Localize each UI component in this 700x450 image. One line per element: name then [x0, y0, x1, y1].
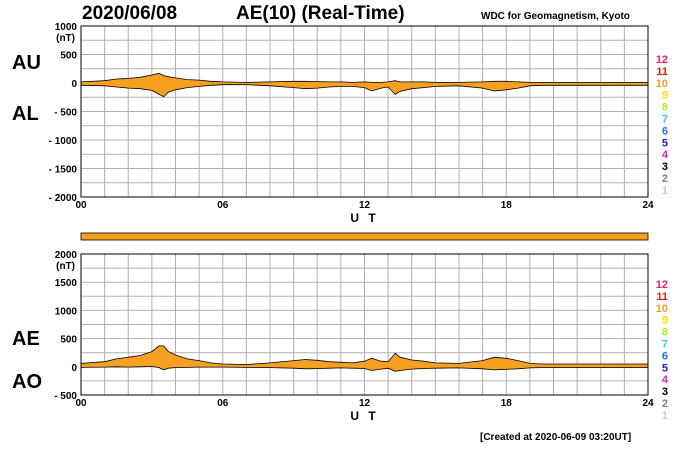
legend-entry-4: 4 [662, 374, 669, 386]
x-tick-label: 18 [501, 398, 513, 409]
x-tick-label: 06 [217, 398, 229, 409]
legend-entry-10: 10 [656, 78, 668, 90]
y-tick-label: 1000 [55, 306, 78, 317]
legend-entry-10: 10 [656, 303, 668, 315]
legend-entry-2: 2 [662, 173, 668, 185]
legend-entry-7: 7 [662, 339, 668, 351]
y-tick-label: - 2000 [49, 193, 78, 204]
x-tick-label: 24 [642, 398, 654, 409]
x-axis-label: U T [350, 211, 378, 225]
legend-entry-9: 9 [662, 90, 668, 102]
legend-entry-4: 4 [662, 149, 669, 161]
y-tick-label: - 1500 [49, 165, 78, 176]
x-tick-label: 00 [75, 398, 87, 409]
chart-title: AE(10) (Real-Time) [236, 3, 405, 24]
legend-entry-9: 9 [662, 315, 668, 327]
legend-entry-12: 12 [656, 54, 668, 66]
y-tick-label: 500 [60, 51, 77, 62]
series-line-al [80, 84, 648, 98]
x-tick-label: 18 [501, 200, 513, 211]
legend-entry-12: 12 [656, 279, 668, 291]
y-tick-label: 0 [71, 363, 77, 374]
data-source: WDC for Geomagnetism, Kyoto [481, 11, 630, 22]
y-tick-label: - 1000 [49, 136, 78, 147]
legend-entry-7: 7 [662, 114, 668, 126]
series-label-ao: AO [12, 371, 42, 393]
upper-panel: 1000 500 0 - 500 - 1000 - 1500 - 2000 (nT) 00 06 1… [49, 22, 669, 225]
legend-entry-3: 3 [662, 161, 668, 173]
y-unit-label: (nT) [56, 261, 75, 272]
created-timestamp: [Created at 2020-06-09 03:20UT] [480, 432, 632, 443]
legend-entry-1: 1 [662, 410, 668, 422]
series-line-ae [80, 345, 648, 365]
lower-area-fill [81, 345, 648, 372]
series-label-au: AU [12, 52, 41, 74]
lower-frame [80, 253, 649, 396]
series-line-ao [80, 366, 648, 372]
series-label-al: AL [12, 103, 39, 125]
legend-entry-5: 5 [662, 362, 668, 374]
x-tick-label: 06 [217, 200, 229, 211]
legend-entry-6: 6 [662, 350, 668, 362]
x-tick-label: 00 [75, 200, 87, 211]
legend-entry-11: 11 [656, 66, 668, 78]
x-tick-label: 12 [359, 200, 371, 211]
y-tick-label: 0 [71, 79, 77, 90]
chart-date: 2020/06/08 [82, 3, 178, 24]
legend-entry-8: 8 [662, 327, 668, 339]
series-line-au [80, 72, 648, 83]
upper-frame [80, 25, 649, 198]
station-count-bar [80, 232, 649, 241]
series-label-ae: AE [12, 328, 40, 350]
legend-entry-2: 2 [662, 398, 668, 410]
x-tick-label: 24 [642, 200, 654, 211]
y-tick-label: 2000 [55, 250, 78, 261]
legend-entry-3: 3 [662, 386, 668, 398]
y-tick-label: - 500 [54, 108, 77, 119]
y-tick-label: 1000 [55, 22, 78, 33]
y-tick-label: 1500 [55, 278, 78, 289]
upper-area-fill [81, 73, 648, 97]
y-tick-label: - 500 [54, 391, 77, 402]
legend-entry-11: 11 [656, 291, 668, 303]
y-unit-label: (nT) [56, 33, 75, 44]
legend-entry-5: 5 [662, 137, 668, 149]
legend-entry-1: 1 [662, 185, 668, 197]
x-axis-label: U T [350, 409, 378, 423]
legend-entry-6: 6 [662, 125, 668, 137]
x-tick-label: 12 [359, 398, 371, 409]
y-tick-label: 500 [60, 335, 77, 346]
legend-entry-8: 8 [662, 102, 668, 114]
